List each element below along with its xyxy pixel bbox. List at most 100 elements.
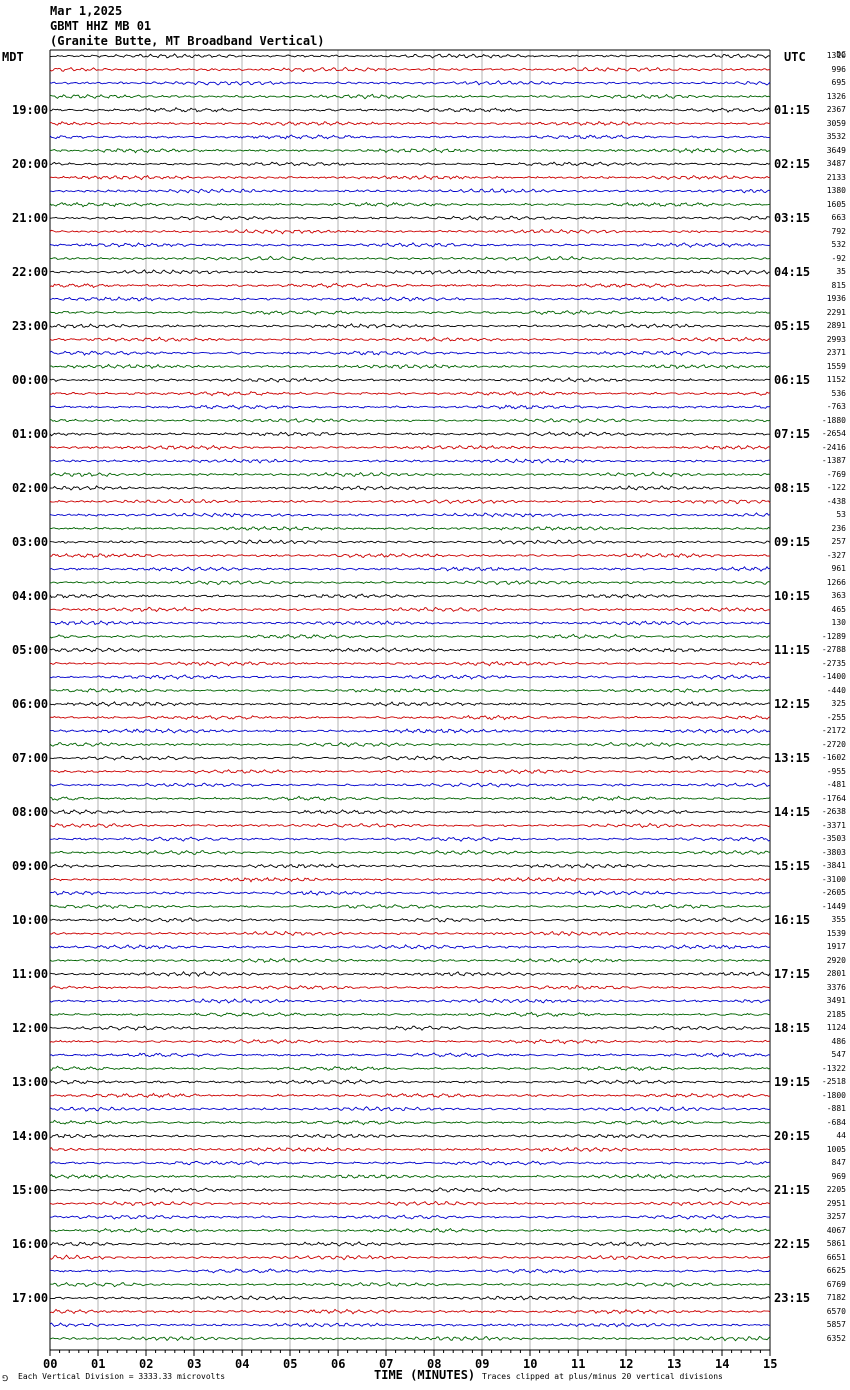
dc-offset-label: 2367 bbox=[826, 105, 846, 114]
header-station: GBMT HHZ MB 01 bbox=[50, 19, 152, 33]
left-hour-label: 21:00 bbox=[12, 211, 49, 225]
left-hour-label: 08:00 bbox=[12, 805, 49, 819]
seismic-trace bbox=[49, 849, 771, 856]
seismic-trace bbox=[49, 890, 771, 896]
dc-offset-label: 1539 bbox=[826, 929, 846, 938]
dc-offset-label: 465 bbox=[831, 605, 846, 614]
header-date: Mar 1,2025 bbox=[50, 4, 123, 18]
seismic-trace bbox=[49, 714, 771, 721]
seismic-trace bbox=[49, 1227, 771, 1234]
right-hour-label: 19:15 bbox=[774, 1075, 811, 1089]
left-hour-label: 03:00 bbox=[12, 535, 49, 549]
seismic-trace bbox=[49, 458, 771, 464]
dc-offset-label: 53 bbox=[836, 510, 846, 519]
seismic-trace bbox=[49, 323, 771, 329]
dc-offset-label: -2654 bbox=[821, 429, 846, 438]
dc-offset-label: -1322 bbox=[821, 1064, 846, 1073]
x-tick-label: 04 bbox=[235, 1357, 250, 1371]
left-hour-label: 23:00 bbox=[12, 319, 49, 333]
seismic-trace bbox=[49, 66, 771, 73]
x-tick-label: 08 bbox=[427, 1357, 442, 1371]
right-hour-label: 23:15 bbox=[774, 1291, 811, 1305]
seismic-trace bbox=[49, 309, 771, 316]
right-hour-label: 13:15 bbox=[774, 751, 811, 765]
right-hour-label: 08:15 bbox=[774, 481, 811, 495]
x-tick-label: 06 bbox=[331, 1357, 346, 1371]
dc-offset-label: -3503 bbox=[821, 834, 846, 843]
dc-offset-label: 6352 bbox=[826, 1334, 846, 1343]
right-hour-label: 20:15 bbox=[774, 1129, 811, 1143]
x-tick-label: 14 bbox=[715, 1357, 730, 1371]
seismic-trace bbox=[49, 1065, 771, 1071]
seismic-trace bbox=[49, 471, 771, 478]
right-hour-label: 02:15 bbox=[774, 157, 811, 171]
seismic-trace bbox=[49, 215, 771, 221]
seismic-trace bbox=[49, 1268, 771, 1274]
dc-offset-label: -327 bbox=[826, 551, 846, 560]
x-tick-label: 09 bbox=[475, 1357, 490, 1371]
seismic-trace bbox=[49, 1335, 771, 1342]
dc-offset-label: -92 bbox=[831, 254, 846, 263]
dc-offset-label: 7182 bbox=[826, 1293, 846, 1302]
seismic-trace bbox=[49, 1052, 771, 1058]
dc-offset-label: 2951 bbox=[826, 1199, 846, 1208]
right-hour-label: 22:15 bbox=[774, 1237, 811, 1251]
seismic-trace bbox=[49, 1106, 771, 1112]
dc-offset-label: -2172 bbox=[821, 726, 846, 735]
dc-offset-label: 5861 bbox=[826, 1239, 846, 1248]
x-tick-label: 13 bbox=[667, 1357, 682, 1371]
dc-offset-label: 1380 bbox=[826, 186, 846, 195]
dc-offset-label: 2993 bbox=[826, 335, 846, 344]
dc-offset-label: 2801 bbox=[826, 969, 846, 978]
seismic-trace bbox=[49, 418, 771, 423]
seismic-trace bbox=[49, 525, 771, 532]
seismic-trace bbox=[49, 769, 771, 775]
seismic-trace bbox=[49, 188, 771, 194]
dc-offset-label: 236 bbox=[831, 524, 846, 533]
header-location: (Granite Butte, MT Broadband Vertical) bbox=[50, 34, 325, 48]
dc-offset-label: 815 bbox=[831, 281, 846, 290]
seismic-trace bbox=[49, 1214, 771, 1220]
dc-offset-label: 6651 bbox=[826, 1253, 846, 1262]
seismic-trace bbox=[49, 1011, 771, 1018]
dc-offset-label: 355 bbox=[831, 915, 846, 924]
dc-offset-label: -440 bbox=[826, 686, 846, 695]
dc-column-header: DC bbox=[836, 50, 846, 59]
left-hour-label: 17:00 bbox=[12, 1291, 49, 1305]
dc-offset-label: 257 bbox=[831, 537, 846, 546]
dc-offset-label: -684 bbox=[826, 1118, 846, 1127]
right-hour-label: 07:15 bbox=[774, 427, 811, 441]
dc-offset-label: -2638 bbox=[821, 807, 846, 816]
seismic-trace bbox=[49, 552, 771, 559]
dc-offset-label: 695 bbox=[831, 78, 846, 87]
dc-offset-label: -1289 bbox=[821, 632, 846, 641]
right-hour-label: 09:15 bbox=[774, 535, 811, 549]
seismic-trace bbox=[49, 498, 771, 505]
right-hour-label: 14:15 bbox=[774, 805, 811, 819]
dc-offset-label: 2185 bbox=[826, 1010, 846, 1019]
seismic-trace bbox=[49, 391, 771, 397]
x-tick-label: 11 bbox=[571, 1357, 586, 1371]
seismic-trace bbox=[49, 485, 771, 491]
right-hour-label: 01:15 bbox=[774, 103, 811, 117]
right-hour-label: 06:15 bbox=[774, 373, 811, 387]
seismic-trace bbox=[49, 1322, 771, 1328]
dc-offset-label: 3257 bbox=[826, 1212, 846, 1221]
dc-offset-label: -1800 bbox=[821, 1091, 846, 1100]
x-tick-label: 01 bbox=[91, 1357, 106, 1371]
dc-offset-label: 3649 bbox=[826, 146, 846, 155]
seismic-trace bbox=[49, 1281, 771, 1288]
seismic-trace bbox=[49, 904, 771, 910]
right-timezone-label: UTC bbox=[784, 50, 806, 64]
dc-offset-label: 2291 bbox=[826, 308, 846, 317]
dc-offset-label: 536 bbox=[831, 389, 846, 398]
dc-offset-label: 325 bbox=[831, 699, 846, 708]
seismic-trace bbox=[49, 701, 771, 707]
seismic-trace bbox=[49, 1133, 771, 1139]
right-hour-label: 16:15 bbox=[774, 913, 811, 927]
seismic-trace bbox=[49, 795, 771, 802]
dc-offset-label: 969 bbox=[831, 1172, 846, 1181]
seismic-trace bbox=[49, 350, 771, 356]
seismic-trace bbox=[49, 741, 771, 748]
